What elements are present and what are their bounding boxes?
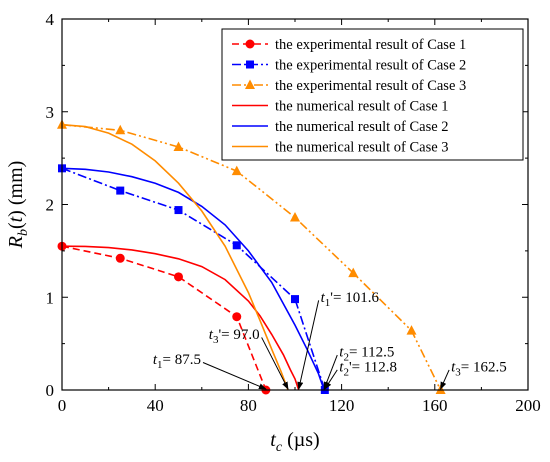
annotation-t1p-value: '= 101.6 [330, 290, 379, 306]
x-tick-label-3: 80 [240, 396, 257, 415]
annotation-t3-value: = 162.5 [461, 359, 507, 375]
annotations: t1'= 101.6t3'= 97.0t2= 112.5t2'= 112.8t1… [153, 290, 507, 390]
annotation-t2-value: = 112.5 [349, 345, 394, 361]
x-tick-label-1: 0 [58, 396, 67, 415]
x-axis-title-rest: (µs) [282, 429, 320, 451]
annotation-t2p-value: '= 112.8 [349, 359, 397, 375]
legend-label-4: the numerical result of Case 1 [275, 99, 449, 115]
annotation-t3p-value: '= 97.0 [218, 327, 259, 343]
annotation-arrow-t3 [440, 369, 450, 390]
y-axis-title-main: R [5, 236, 27, 249]
annotation-arrow-t2p [324, 369, 338, 390]
y-axis-title-rest: (t) (mm) [5, 161, 27, 229]
data-point-s3-4 [231, 165, 242, 176]
data-point-s2-5 [291, 295, 299, 304]
legend-label-6: the numerical result of Case 3 [275, 140, 449, 156]
annotation-t1: t1= 87.5 [153, 352, 201, 371]
data-point-s2-4 [232, 241, 241, 250]
annotation-t3-sub: 3 [455, 366, 461, 378]
series-line-1 [61, 245, 267, 391]
x-tick-label-5: 160 [422, 396, 448, 415]
data-point-s1-2 [115, 253, 125, 263]
annotation-arrow-t1 [202, 362, 267, 390]
y-tick-label-2: 1 [46, 288, 55, 307]
x-tick-label-6: 200 [515, 396, 541, 415]
x-axis-title-main: t [270, 429, 276, 451]
data-point-s3-2 [115, 124, 126, 135]
axes: 0 40 80 120 160 200 0 1 2 3 4 [46, 10, 541, 415]
legend-label-5: the numerical result of Case 2 [275, 119, 449, 135]
annotation-t3p-sub: 3 [213, 334, 219, 346]
annotation-t2-sub: 2 [343, 352, 349, 364]
series-line-2 [61, 167, 326, 391]
series-line-4 [61, 245, 300, 391]
data-point-s3-7 [406, 325, 417, 335]
legend-marker-3 [245, 79, 255, 89]
annotation-t2-var: t [339, 345, 344, 361]
data-point-s2-3 [174, 206, 183, 215]
annotation-arrow-t3p [261, 337, 289, 390]
data-point-s1-3 [174, 272, 183, 282]
legend: the experimental result of Case 1 the exp… [221, 28, 524, 161]
y-axis-title-sub: b [16, 229, 31, 236]
annotation-t3p-var: t [209, 327, 214, 343]
annotation-t1-var: t [153, 352, 158, 368]
x-axis-title: tc (µs) [270, 429, 319, 455]
y-axis-title-var: t [5, 216, 27, 222]
data-point-s3-3 [173, 141, 184, 151]
annotation-t2p-var: t [339, 359, 344, 375]
legend-label-3: the experimental result of Case 3 [275, 78, 466, 94]
annotation-t2p-sub: 2 [343, 366, 349, 378]
data-point-s3-5 [290, 211, 300, 222]
annotation-arrow-t1p [297, 300, 320, 390]
data-point-s1-4 [232, 312, 242, 322]
legend-label-1: the experimental result of Case 1 [275, 37, 466, 53]
series-line-3 [61, 123, 442, 391]
annotation-t3-var: t [451, 359, 456, 375]
legend-marker-1 [245, 39, 255, 49]
y-tick-label-1: 0 [46, 381, 55, 400]
y-tick-label-4: 3 [46, 103, 55, 122]
annotation-t1p: t1'= 101.6 [321, 290, 380, 309]
y-axis-title: Rb(t) (mm) [5, 161, 31, 250]
x-axis-title-sub: c [276, 440, 283, 455]
legend-marker-2 [246, 60, 254, 69]
x-tick-label-2: 40 [147, 396, 164, 415]
annotation-t1-sub: 1 [157, 359, 163, 371]
annotation-t1p-var: t [321, 290, 326, 306]
legend-box [221, 28, 524, 161]
annotation-t2p: t2'= 112.8 [339, 359, 397, 378]
annotation-t1p-sub: 1 [325, 297, 331, 309]
y-tick-label-3: 2 [46, 196, 55, 215]
legend-label-2: the experimental result of Case 2 [275, 58, 466, 74]
data-point-s2-2 [116, 186, 125, 195]
x-tick-label-4: 120 [329, 396, 355, 415]
annotation-t2: t2= 112.5 [339, 345, 394, 364]
annotation-t1-value: = 87.5 [163, 352, 201, 368]
series-line-5 [61, 167, 325, 391]
series-line-6 [61, 123, 289, 391]
y-tick-label-5: 4 [46, 10, 55, 29]
data-point-s3-6 [348, 267, 359, 278]
annotation-t3: t3= 162.5 [451, 359, 507, 378]
annotation-t3p: t3'= 97.0 [209, 327, 260, 346]
